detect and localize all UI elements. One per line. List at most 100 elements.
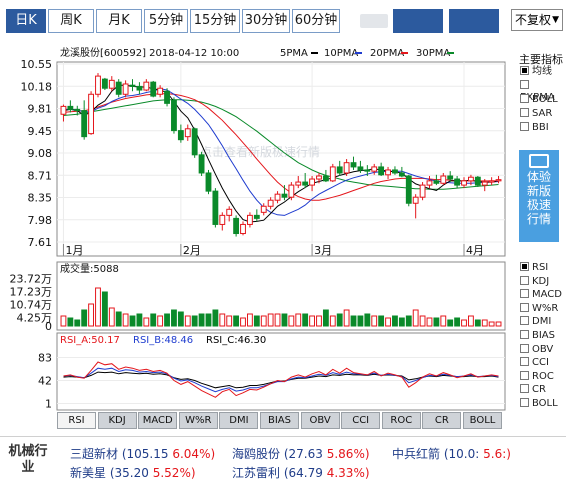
candle-body [274,193,281,201]
period-tab-2[interactable]: 月K [96,9,142,33]
checkbox[interactable] [520,330,529,339]
checkbox[interactable] [520,289,529,299]
volume-bar [385,317,391,327]
industry-label: 机械行业 [8,444,48,475]
toolbar-button-blank[interactable] [393,9,443,33]
period-tab-3[interactable]: 5分钟 [144,9,188,33]
industry-stock-link[interactable]: 新美星 (35.20 5.52%) [70,464,196,481]
candle-body [350,162,357,168]
candle-body [433,180,440,184]
checkbox[interactable] [520,357,529,367]
adjust-select[interactable]: 不复权 ▼ [511,9,563,31]
volume-bar [281,313,288,327]
sub-item[interactable]: ROC [520,370,554,383]
volume-bar [101,291,108,327]
indicator-tab-wr[interactable]: W%R [178,412,218,429]
volume-bar [247,313,253,327]
indicator-tab-cr[interactable]: CR [422,412,462,429]
main-item[interactable]: SAR [520,108,552,120]
candle-body [371,166,378,172]
kline-frame [56,61,506,257]
main-item[interactable]: EXPMA [520,80,566,104]
indicator-tab-cci[interactable]: CCI [341,412,381,429]
sub-item[interactable]: BOLL [520,398,558,410]
candle-body [405,175,412,204]
candle-body [95,75,101,95]
checkbox[interactable] [520,108,529,117]
volume-bar [440,315,447,327]
sub-item[interactable]: OBV [520,343,553,356]
period-tab-6[interactable]: 60分钟 [292,9,340,33]
indicator-tab-roc[interactable]: ROC [381,412,421,429]
sub-item-label: KDJ [532,275,550,287]
price-tick: 9.08 [28,147,53,160]
checkbox[interactable] [520,122,529,131]
volume-bar [274,313,281,327]
checkbox[interactable] [520,316,529,326]
industry-stock-link[interactable]: 江苏雷利 (64.79 4.33%) [232,464,370,481]
candle [447,171,454,183]
period-tab-4[interactable]: 15分钟 [190,9,240,33]
candle [488,177,495,186]
divider [0,436,566,437]
volume-bar [357,315,364,327]
period-tab-5[interactable]: 30分钟 [242,9,290,33]
candles [60,73,502,237]
candle [267,197,274,210]
candle [343,159,350,177]
candle-body [74,108,81,112]
checkbox[interactable] [520,80,529,89]
industry-stock-link[interactable]: 中兵红箭 (10.0: 5.6:) [392,445,511,462]
stock-chart[interactable]: 10.55 10.18 9.81 9.45 9.08 8.71 8.35 7.98 7.61 1… [0,0,518,436]
industry-stock-link[interactable]: 三超新材 (105.15 6.04%) [70,445,215,462]
main-item[interactable]: 均线 [520,66,552,78]
volume-bar [343,309,350,327]
rsi-legend-label: RSI_B:48.46 [133,335,193,346]
indicator-tab-rsi[interactable]: RSI [57,412,96,429]
main-item[interactable]: BOLL [520,94,558,106]
indicator-tab-obv[interactable]: OBV [300,412,340,429]
industry-stock-link[interactable]: 海鸥股份 (27.63 5.86%) [232,445,370,462]
price-tick: 8.71 [28,169,53,182]
checkbox[interactable] [520,94,529,103]
volume-bar [371,315,378,327]
checkbox[interactable] [520,302,529,312]
candle [281,185,288,201]
indicator-tab-boll[interactable]: BOLL [463,412,502,429]
checkbox[interactable] [520,275,529,285]
sub-item[interactable]: CR [520,384,546,396]
indicator-tab-dmi[interactable]: DMI [219,412,259,429]
sub-item[interactable]: W%R [520,302,558,315]
indicator-tab-macd[interactable]: MACD [138,412,178,429]
period-tab-0[interactable]: 日K [6,9,46,33]
checkbox[interactable] [520,384,529,394]
volume-bar [267,313,274,327]
sub-item[interactable]: RSI [520,262,548,274]
candle-body [157,87,164,95]
period-tab-1[interactable]: 周K [48,9,94,33]
sub-item[interactable]: KDJ [520,275,550,288]
new-version-promo[interactable]: 体验 新版 极速 行情 [519,150,559,242]
candle [316,172,322,184]
volume-bar [143,317,150,327]
sub-item[interactable]: CCI [520,357,549,369]
candle-body [316,175,322,180]
indicator-tab-bias[interactable]: BIAS [260,412,299,429]
candle-body [357,166,364,171]
volume-bar [164,313,170,327]
toolbar-button-blank-2[interactable] [449,9,499,33]
indicator-tab-kdj[interactable]: KDJ [97,412,137,429]
checkbox[interactable] [520,370,529,380]
volume-bar [474,319,481,327]
candle-body [198,154,205,174]
stock-pct: 6.04%) [172,447,216,461]
sub-item[interactable]: DMI [520,316,551,328]
main-item[interactable]: BBI [520,122,549,134]
checkbox[interactable] [520,262,529,271]
checkbox[interactable] [520,66,529,75]
sub-item[interactable]: BIAS [520,330,555,342]
sub-item[interactable]: MACD [520,289,562,301]
checkbox[interactable] [520,343,529,353]
checkbox[interactable] [520,398,529,407]
volume-bar [488,321,495,327]
